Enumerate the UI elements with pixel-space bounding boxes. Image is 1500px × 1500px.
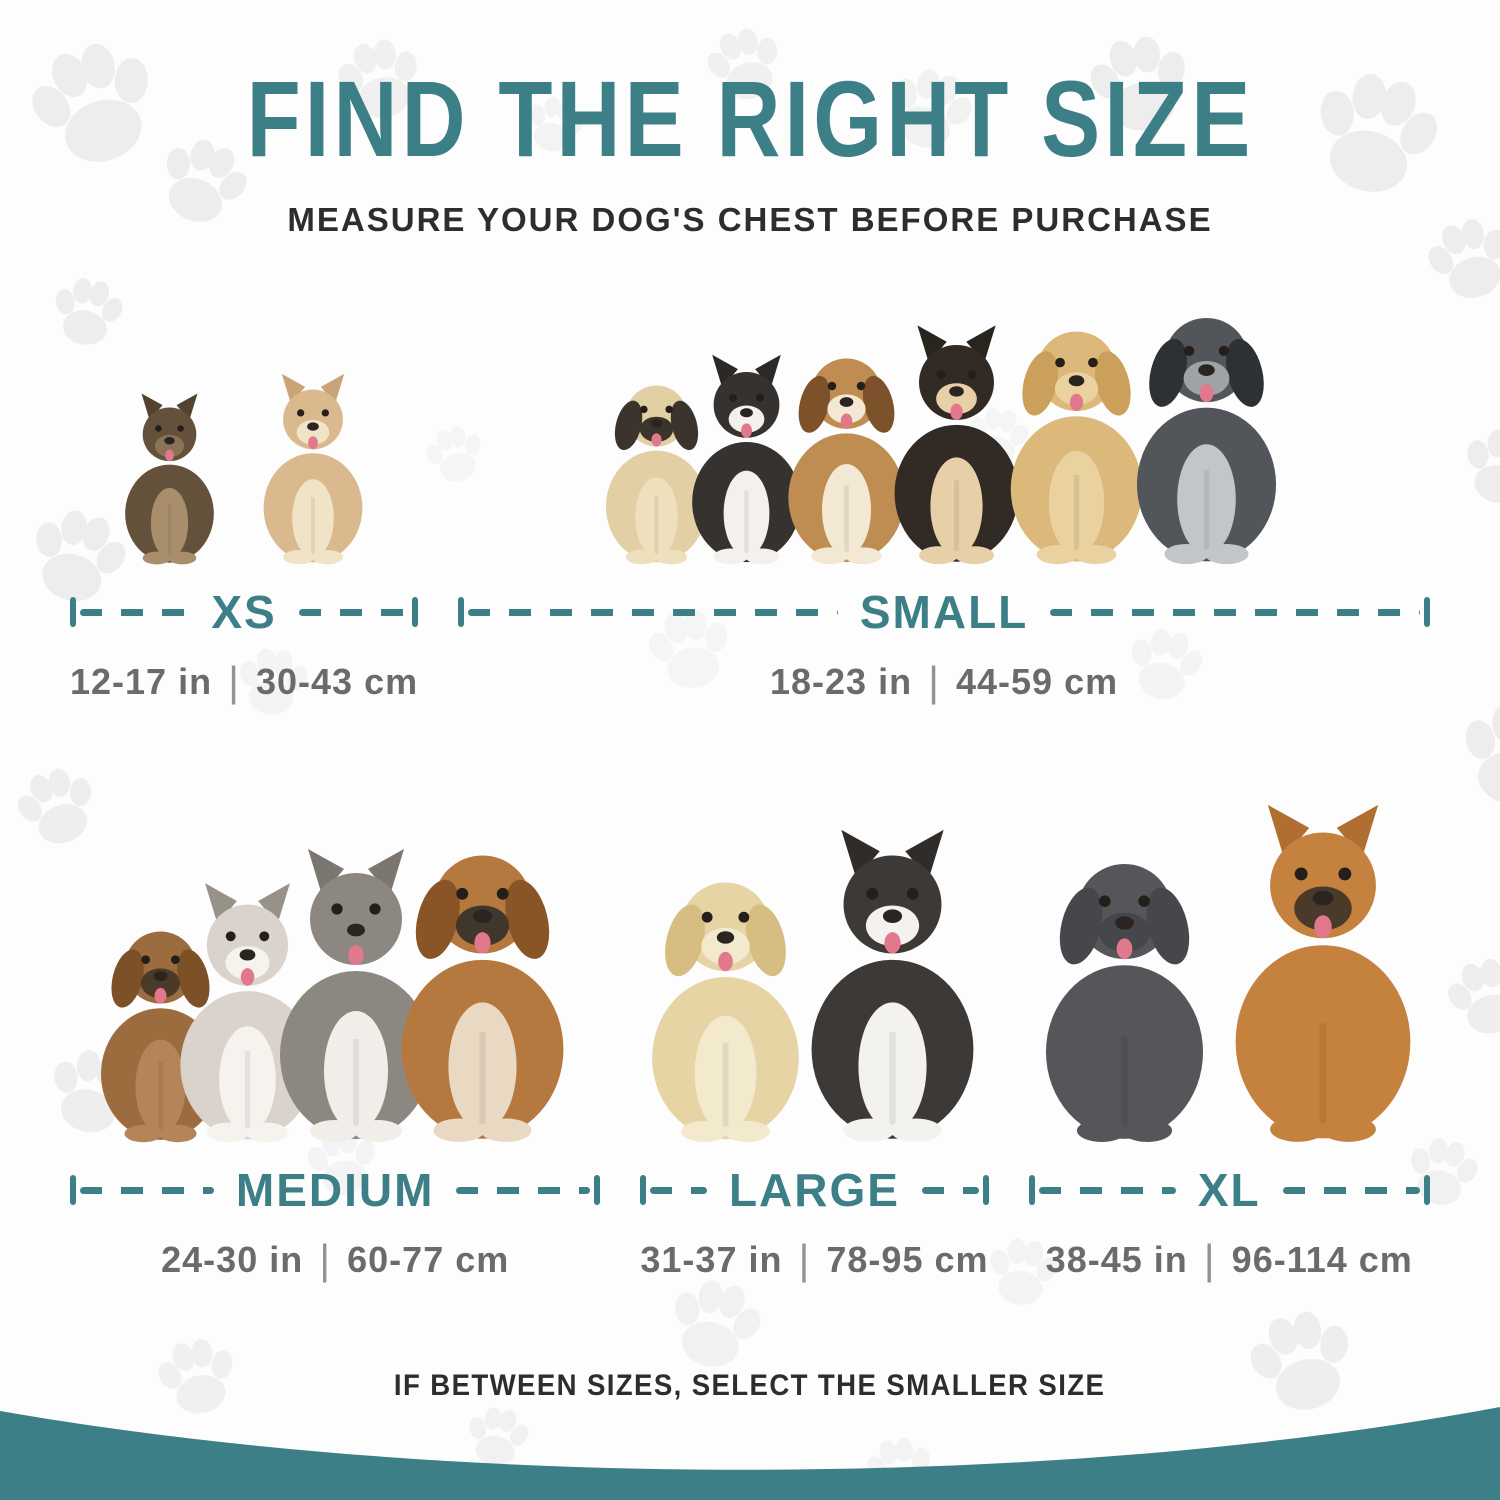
dog-illustration-beagle — [788, 358, 905, 565]
size-range-small: 18-23 in | 44-59 cm — [458, 661, 1430, 703]
range-centimeters: 30-43 cm — [256, 661, 419, 703]
measure-dashes — [1050, 608, 1420, 616]
dog-illustration-shiba-inu — [894, 325, 1019, 565]
measure-tick-right — [1424, 1175, 1430, 1206]
size-label-xl: XL — [1197, 1164, 1261, 1217]
page-title: FIND THE RIGHT SIZE — [246, 58, 1254, 179]
dog-illustration-chihuahua — [263, 374, 362, 565]
size-range-medium: 24-30 in | 60-77 cm — [70, 1239, 600, 1281]
size-range-xs: 12-17 in | 30-43 cm — [70, 661, 418, 703]
dog-illustration-american-cocker-spaniel — [1010, 331, 1143, 565]
dog-illustration-long-haired-chihuahua — [124, 393, 214, 565]
range-inches: 18-23 in — [770, 661, 913, 703]
dog-illustrations-xs — [70, 283, 418, 565]
measure-dashes — [298, 608, 409, 616]
dog-illustration-malamute-puppy — [180, 883, 315, 1143]
size-label-medium: MEDIUM — [235, 1164, 435, 1217]
range-centimeters: 60-77 cm — [347, 1239, 510, 1281]
dog-illustrations-large — [640, 791, 988, 1143]
dog-illustration-siberian-husky — [811, 830, 974, 1143]
measure-line-small: SMALL — [458, 585, 1430, 639]
size-label-small: SMALL — [859, 586, 1029, 639]
size-row-bottom: MEDIUM 24-30 in | 60-77 cm — [0, 791, 1500, 1281]
measure-tick-right — [594, 1175, 601, 1206]
range-inches: 38-45 in — [1045, 1239, 1188, 1281]
footnote: IF BETWEEN SIZES, SELECT THE SMALLER SIZ… — [394, 1369, 1106, 1403]
measure-dashes — [456, 1186, 591, 1194]
measure-dashes — [80, 1186, 214, 1194]
range-centimeters: 44-59 cm — [956, 661, 1119, 703]
range-inches: 31-37 in — [640, 1239, 783, 1281]
size-group-xs: XS 12-17 in | 30-43 cm — [70, 283, 419, 703]
dog-illustration-pit-bull-terrier — [279, 849, 432, 1143]
size-label-xs: XS — [211, 586, 277, 639]
measure-tick-left — [640, 1175, 647, 1206]
size-range-large: 31-37 in | 78-95 cm — [640, 1239, 988, 1281]
size-group-medium: MEDIUM 24-30 in | 60-77 cm — [70, 791, 601, 1281]
size-row-top: XS 12-17 in | 30-43 cm — [0, 283, 1500, 703]
measure-dashes — [1282, 1186, 1420, 1194]
range-centimeters: 96-114 cm — [1231, 1239, 1413, 1281]
measure-dashes — [468, 608, 838, 616]
dog-illustration-great-dane — [1235, 805, 1411, 1143]
header: FIND THE RIGHT SIZE MEASURE YOUR DOG'S C… — [0, 0, 1500, 239]
dog-illustrations-medium — [70, 791, 600, 1143]
measure-tick-right — [982, 1175, 989, 1206]
measure-dashes — [921, 1186, 979, 1194]
measure-tick-right — [1424, 597, 1430, 628]
dog-illustration-cane-corso — [1045, 864, 1203, 1143]
range-centimeters: 78-95 cm — [826, 1239, 989, 1281]
range-inches: 12-17 in — [70, 661, 213, 703]
size-group-large: LARGE 31-37 in | 78-95 cm — [640, 791, 989, 1281]
dog-illustration-boston-terrier — [692, 355, 801, 565]
size-group-xl: XL 38-45 in | 96-114 cm — [1028, 791, 1431, 1281]
measure-tick-left — [1028, 1175, 1035, 1206]
measure-tick-right — [412, 597, 419, 628]
dog-illustrations-xl — [1029, 791, 1431, 1143]
size-range-xl: 38-45 in | 96-114 cm — [1029, 1239, 1431, 1281]
size-label-large: LARGE — [728, 1164, 900, 1217]
range-divider: | — [798, 1236, 811, 1284]
measure-line-xs: XS — [70, 585, 419, 639]
size-group-small: SMALL 18-23 in | 44-59 cm — [458, 283, 1430, 703]
measure-line-large: LARGE — [640, 1163, 989, 1217]
range-divider: | — [319, 1236, 332, 1284]
measure-line-xl: XL — [1028, 1163, 1430, 1217]
range-divider: | — [1203, 1236, 1216, 1284]
dog-illustration-boxer — [401, 855, 564, 1143]
measure-dashes — [650, 1186, 707, 1194]
range-inches: 24-30 in — [161, 1239, 304, 1281]
dog-illustration-pug — [606, 385, 708, 565]
dog-illustrations-small — [458, 283, 1430, 565]
dog-illustration-english-cocker-spaniel — [1137, 318, 1277, 565]
measure-dashes — [80, 608, 190, 616]
page-subtitle: MEASURE YOUR DOG'S CHEST BEFORE PURCHASE — [287, 201, 1213, 239]
range-divider: | — [928, 658, 940, 706]
measure-tick-left — [70, 1175, 76, 1206]
measure-tick-left — [458, 597, 465, 628]
measure-tick-left — [70, 597, 76, 628]
measure-dashes — [1038, 1186, 1176, 1194]
bottom-wave-decoration — [0, 1407, 1500, 1500]
dog-illustration-golden-retriever — [652, 882, 800, 1143]
range-divider: | — [228, 658, 240, 706]
measure-line-medium: MEDIUM — [70, 1163, 601, 1217]
